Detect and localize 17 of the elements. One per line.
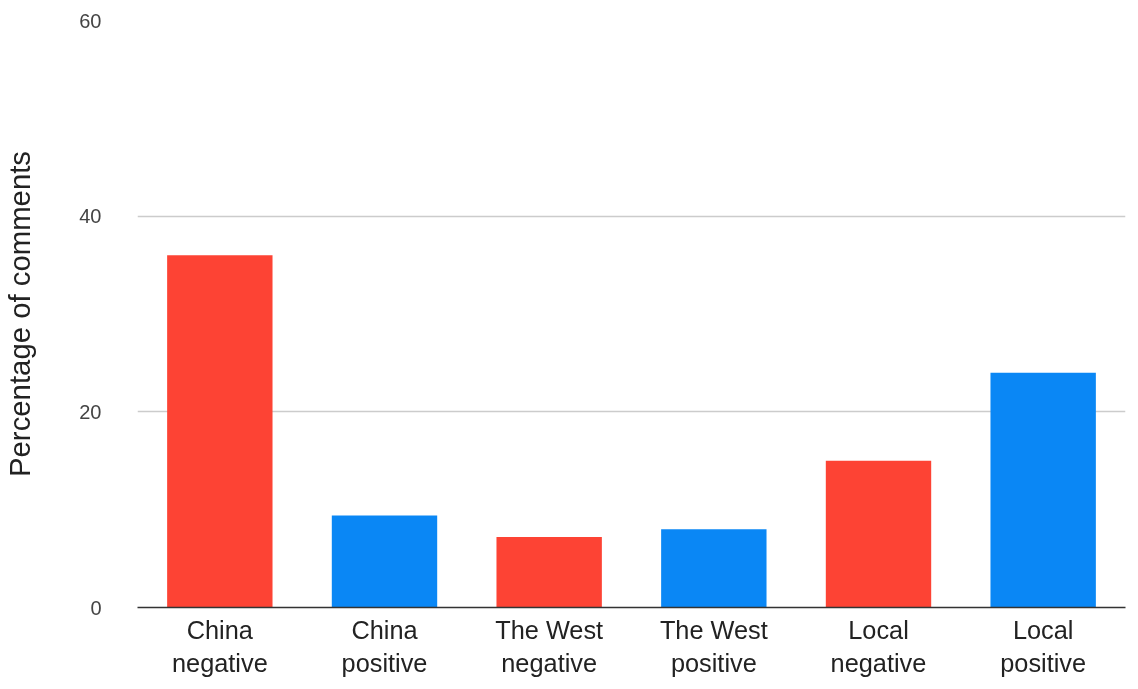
bar	[661, 529, 767, 608]
y-tick-label: 0	[90, 596, 102, 619]
y-tick-label: 20	[79, 400, 102, 423]
x-tick-label: Local positive	[1000, 615, 1087, 678]
bar	[496, 537, 602, 608]
bar	[990, 372, 1096, 608]
y-axis-title: Percentage of comments	[3, 150, 37, 478]
y-tick-label: 40	[79, 205, 102, 228]
x-tick-label: The West negative	[495, 615, 604, 678]
bar	[825, 460, 932, 608]
x-tick-label: The West positive	[659, 615, 768, 678]
bar	[167, 255, 273, 608]
y-tick-label: 60	[79, 9, 102, 32]
x-tick-label: China positive	[341, 615, 428, 678]
x-tick-label: China negative	[171, 615, 268, 678]
bar	[331, 515, 438, 608]
x-tick-label: Local negative	[830, 615, 927, 678]
